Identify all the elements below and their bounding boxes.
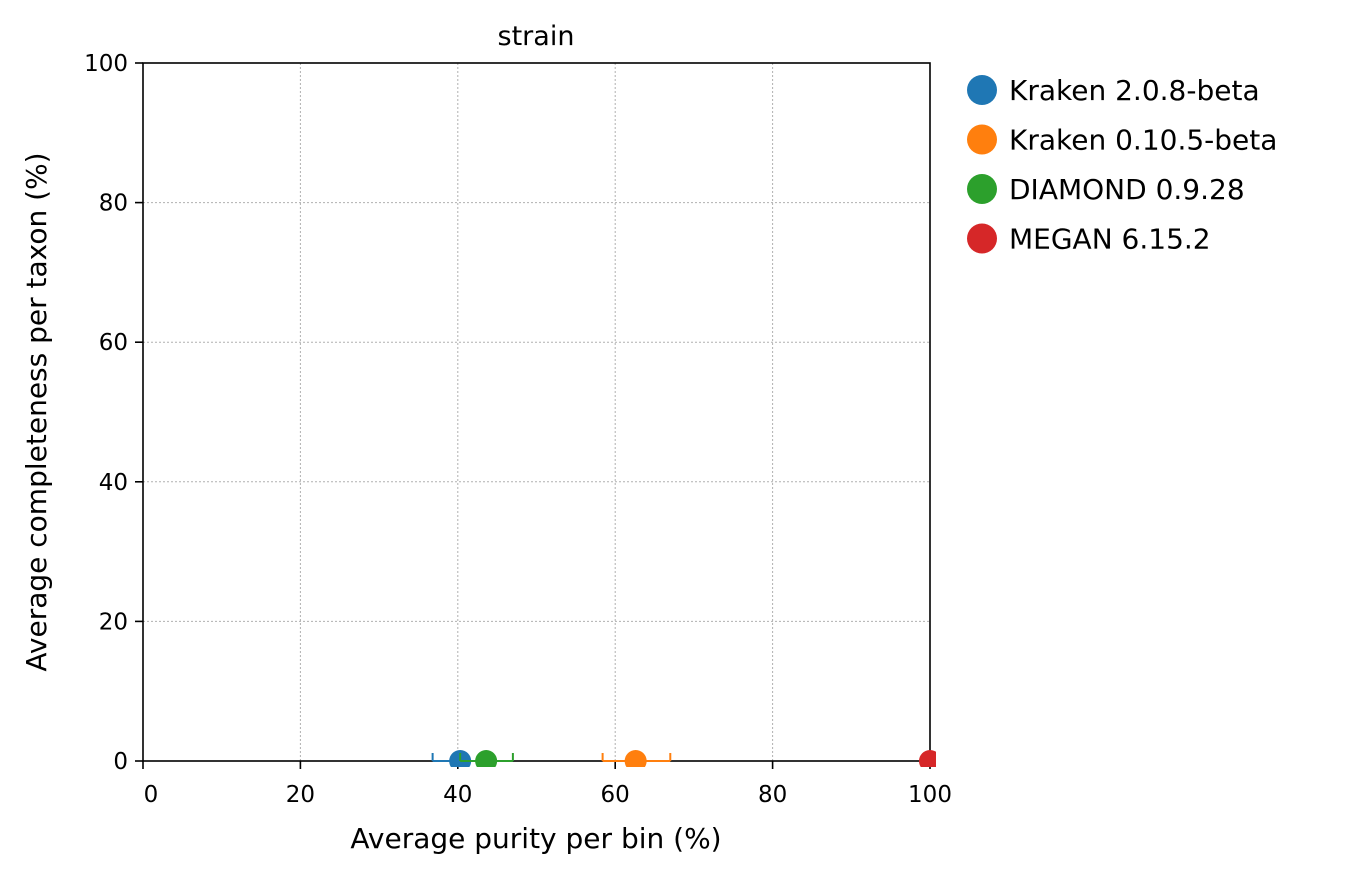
x-tick-label: 80 (758, 782, 787, 808)
y-tick-label: 100 (84, 51, 128, 77)
x-tick-label: 0 (144, 782, 159, 808)
data-point (624, 750, 647, 767)
legend-entry-label: MEGAN 6.15.2 (1009, 223, 1211, 256)
chart-title: strain (498, 21, 575, 52)
legend-entry-label: Kraken 2.0.8-beta (1009, 74, 1260, 107)
plot-area-frame (142, 62, 931, 762)
legend: Kraken 2.0.8-beta Kraken 0.10.5-beta DIAMO… (967, 74, 1277, 256)
data-point (475, 750, 498, 767)
y-tick-label: 80 (99, 191, 128, 217)
legend-entry-label: DIAMOND 0.9.28 (1009, 173, 1245, 206)
legend-entry-label: Kraken 0.10.5-beta (1009, 124, 1277, 157)
x-tick-label: 100 (908, 782, 952, 808)
x-tick-label: 20 (286, 782, 315, 808)
y-tick-label: 60 (99, 330, 128, 356)
y-tick-label: 40 (99, 470, 128, 496)
legend-marker (967, 124, 997, 155)
axis-ticks: 0 20 40 60 80 100 0 20 40 60 80 100 (84, 51, 952, 808)
x-tick-label: 60 (601, 782, 630, 808)
y-axis-label: Average completeness per taxon (%) (20, 152, 53, 671)
y-tick-label: 20 (99, 609, 128, 635)
x-tick-label: 40 (443, 782, 472, 808)
data-points (431, 750, 936, 767)
legend-marker (967, 223, 997, 254)
x-axis-label: Average purity per bin (%) (350, 822, 721, 855)
data-point (919, 750, 936, 767)
legend-marker (967, 174, 997, 204)
grid-lines (142, 62, 931, 762)
y-tick-label: 0 (113, 749, 128, 775)
legend-marker (967, 75, 997, 105)
